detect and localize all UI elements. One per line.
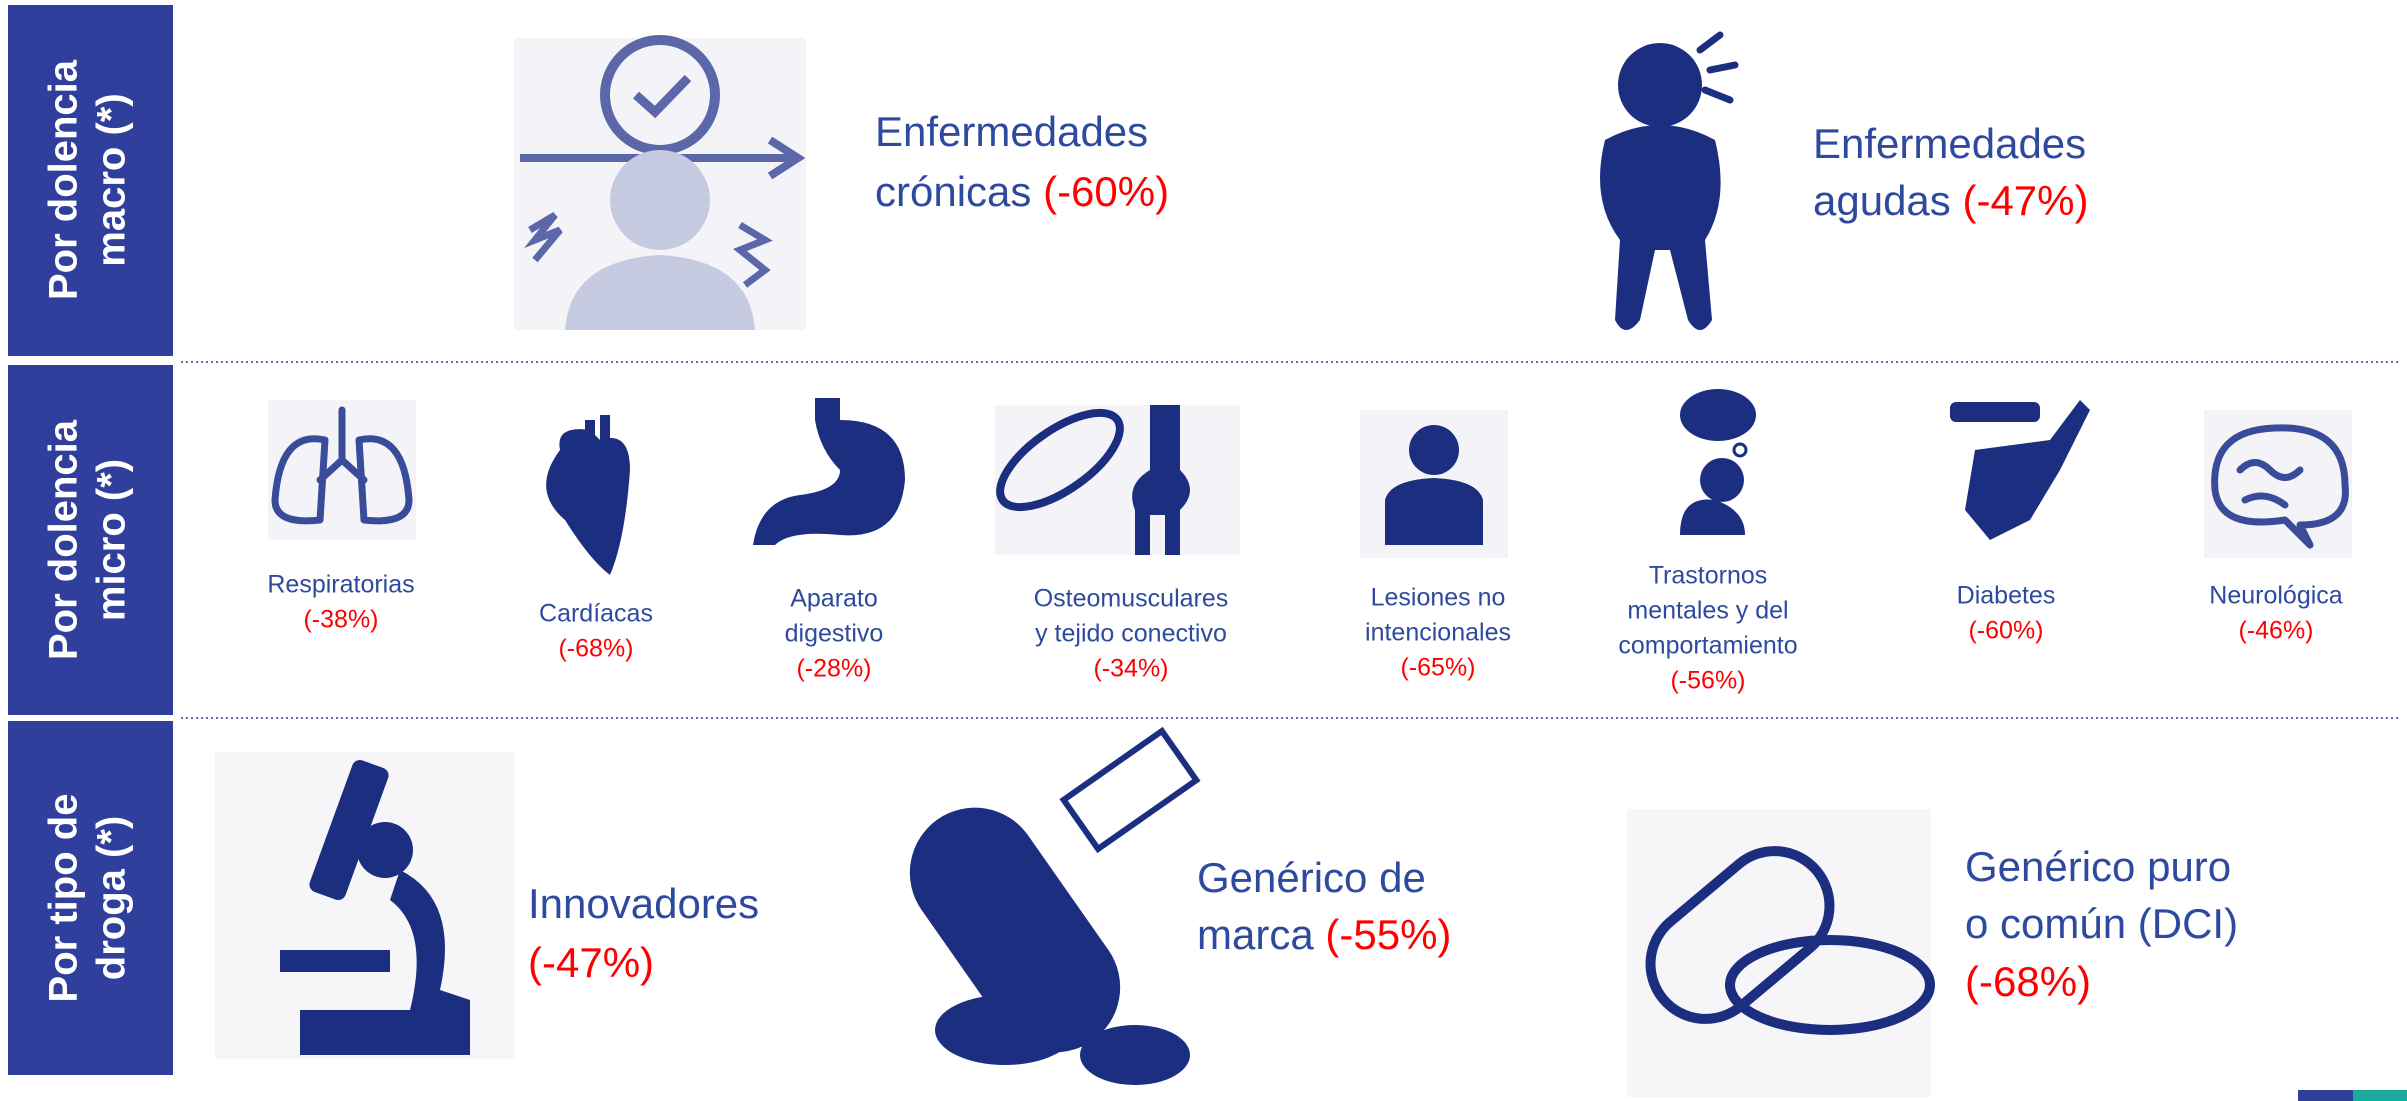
logo-block — [2298, 1090, 2353, 1101]
side-label: droga (*) — [90, 816, 134, 980]
diabetes-icon — [1950, 400, 2090, 540]
item-change: (-68%) — [558, 635, 633, 663]
item-label: crónicas — [875, 168, 1031, 215]
item-label: o común (DCI) — [1965, 900, 2238, 947]
item-change: (-46%) — [2238, 617, 2313, 645]
item-change: (-60%) — [1043, 168, 1169, 215]
item-label: Enfermedades — [1813, 120, 2086, 167]
item-label: Diabetes — [1957, 582, 2056, 610]
logo-block — [2353, 1090, 2407, 1101]
item-label: Trastornos — [1649, 562, 1768, 590]
brand-pills-icon — [884, 731, 1196, 1085]
item-change: (-55%) — [1325, 911, 1451, 958]
heart-icon — [546, 415, 630, 575]
side-label: Por dolencia — [42, 59, 86, 300]
item-label: Osteomusculares — [1034, 585, 1229, 613]
item-label: Respiratorias — [267, 571, 414, 599]
item-label: crónicas (-60%) — [875, 168, 1169, 215]
item-label: Innovadores — [528, 880, 759, 927]
mental-icon — [1680, 389, 1756, 535]
acute-icon — [1600, 35, 1735, 330]
item-change: (-34%) — [1093, 655, 1168, 683]
item-change: (-60%) — [1968, 617, 2043, 645]
item-label: agudas — [1813, 177, 1951, 224]
brain-icon — [2204, 410, 2352, 558]
injury-icon — [1360, 410, 1508, 558]
item-label: y tejido conectivo — [1035, 620, 1227, 648]
item-change: (-38%) — [303, 606, 378, 634]
side-label: macro (*) — [90, 93, 134, 266]
stomach-icon — [753, 398, 905, 545]
chronic-icon — [514, 38, 806, 330]
item-change: (-47%) — [528, 939, 654, 986]
musculoskeletal-icon — [985, 395, 1240, 555]
item-label: Lesiones no — [1371, 584, 1506, 612]
micro-items: Respiratorias (-38%) Cardíacas (-68%) Aparat… — [267, 562, 2342, 695]
item-change: (-47%) — [1962, 177, 2088, 224]
generic-pills-icon — [1627, 809, 1931, 1097]
microscope-icon — [215, 752, 514, 1059]
slide: Por dolencia macro (*) Por dolencia micr… — [0, 0, 2407, 1101]
item-label: Genérico de — [1197, 854, 1426, 901]
item-change: (-28%) — [796, 655, 871, 683]
item-label: mentales y del — [1627, 597, 1788, 625]
item-change: (-68%) — [1965, 958, 2091, 1005]
item-change: (-65%) — [1400, 654, 1475, 682]
side-label: micro (*) — [90, 459, 134, 621]
item-label: marca — [1197, 911, 1314, 958]
item-label: Aparato — [790, 585, 878, 613]
item-label: Genérico puro — [1965, 843, 2231, 890]
lungs-icon — [268, 400, 416, 540]
item-label: intencionales — [1365, 619, 1511, 647]
item-label: Neurológica — [2209, 582, 2343, 610]
item-label: comportamiento — [1618, 632, 1797, 660]
item-change: (-56%) — [1670, 667, 1745, 695]
side-label: Por tipo de — [42, 794, 86, 1003]
item-label: agudas (-47%) — [1813, 177, 2089, 224]
item-label: Enfermedades — [875, 108, 1148, 155]
item-label: Cardíacas — [539, 600, 653, 628]
item-label: marca (-55%) — [1197, 911, 1451, 958]
side-label: Por dolencia — [42, 419, 86, 660]
item-label: digestivo — [785, 620, 884, 648]
